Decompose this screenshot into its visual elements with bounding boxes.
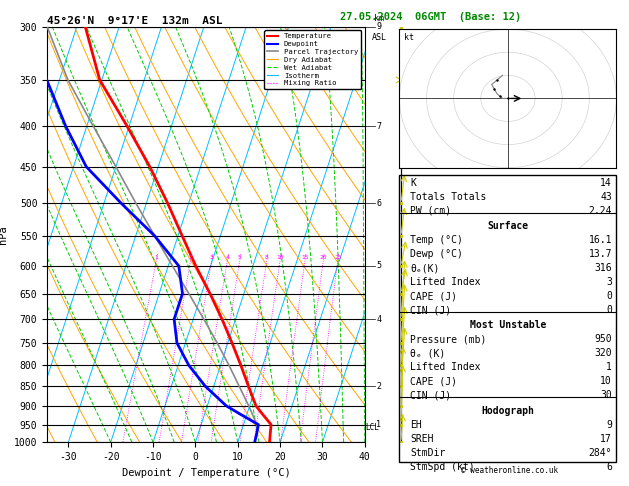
Text: © weatheronline.co.uk: © weatheronline.co.uk [461, 466, 558, 475]
Text: Surface: Surface [487, 221, 528, 231]
Text: Pressure (mb): Pressure (mb) [410, 334, 487, 345]
Text: 8: 8 [265, 255, 269, 260]
Text: 3: 3 [210, 255, 214, 260]
X-axis label: Dewpoint / Temperature (°C): Dewpoint / Temperature (°C) [121, 468, 291, 478]
Text: 5: 5 [238, 255, 242, 260]
Text: 1: 1 [155, 255, 159, 260]
Text: PW (cm): PW (cm) [410, 206, 452, 216]
Text: 45°26'N  9°17'E  132m  ASL: 45°26'N 9°17'E 132m ASL [47, 16, 223, 26]
Text: StmSpd (kt): StmSpd (kt) [410, 462, 475, 472]
Text: Hodograph: Hodograph [481, 406, 535, 416]
Text: EH: EH [410, 420, 422, 430]
Text: 6: 6 [376, 199, 381, 208]
Text: CAPE (J): CAPE (J) [410, 377, 457, 386]
Text: 9: 9 [376, 22, 381, 31]
Text: Lifted Index: Lifted Index [410, 277, 481, 287]
Text: StmDir: StmDir [410, 448, 445, 458]
Text: 27.05.2024  06GMT  (Base: 12): 27.05.2024 06GMT (Base: 12) [340, 12, 521, 22]
Text: 30: 30 [600, 390, 612, 400]
Text: CIN (J): CIN (J) [410, 305, 452, 315]
Text: 320: 320 [594, 348, 612, 359]
Text: 0: 0 [606, 291, 612, 301]
Text: 15: 15 [301, 255, 309, 260]
Text: 316: 316 [594, 263, 612, 273]
Text: 4: 4 [376, 314, 381, 324]
Text: θₑ (K): θₑ (K) [410, 348, 445, 359]
Text: Temp (°C): Temp (°C) [410, 235, 463, 245]
Text: km: km [374, 14, 384, 22]
Text: 25: 25 [334, 255, 342, 260]
Text: 7: 7 [376, 122, 381, 131]
Text: Dewp (°C): Dewp (°C) [410, 249, 463, 259]
Text: 950: 950 [594, 334, 612, 345]
Text: CIN (J): CIN (J) [410, 390, 452, 400]
Text: CAPE (J): CAPE (J) [410, 291, 457, 301]
Text: 13.7: 13.7 [589, 249, 612, 259]
Text: ASL: ASL [372, 33, 386, 42]
Text: θₑ(K): θₑ(K) [410, 263, 440, 273]
Text: 43: 43 [600, 192, 612, 202]
Text: kt: kt [404, 34, 414, 42]
Text: 2: 2 [189, 255, 192, 260]
Text: Totals Totals: Totals Totals [410, 192, 487, 202]
Text: 2: 2 [376, 382, 381, 391]
Text: 10: 10 [600, 377, 612, 386]
Legend: Temperature, Dewpoint, Parcel Trajectory, Dry Adiabat, Wet Adiabat, Isotherm, Mi: Temperature, Dewpoint, Parcel Trajectory… [264, 30, 361, 89]
Text: 0: 0 [606, 305, 612, 315]
Text: LCL: LCL [365, 423, 379, 432]
Text: Most Unstable: Most Unstable [470, 320, 546, 330]
Text: SREH: SREH [410, 434, 434, 444]
Text: 4: 4 [225, 255, 229, 260]
Text: 3: 3 [606, 277, 612, 287]
Text: 16.1: 16.1 [589, 235, 612, 245]
Text: 10: 10 [276, 255, 284, 260]
Text: 14: 14 [600, 178, 612, 188]
Text: 1: 1 [606, 363, 612, 372]
Text: 17: 17 [600, 434, 612, 444]
Text: 1: 1 [376, 420, 381, 429]
Text: Lifted Index: Lifted Index [410, 363, 481, 372]
Y-axis label: hPa: hPa [0, 225, 8, 244]
Text: 9: 9 [606, 420, 612, 430]
Text: 5: 5 [376, 261, 381, 270]
Text: 2.24: 2.24 [589, 206, 612, 216]
Text: 6: 6 [606, 462, 612, 472]
Text: 284°: 284° [589, 448, 612, 458]
Text: K: K [410, 178, 416, 188]
Text: 20: 20 [320, 255, 327, 260]
